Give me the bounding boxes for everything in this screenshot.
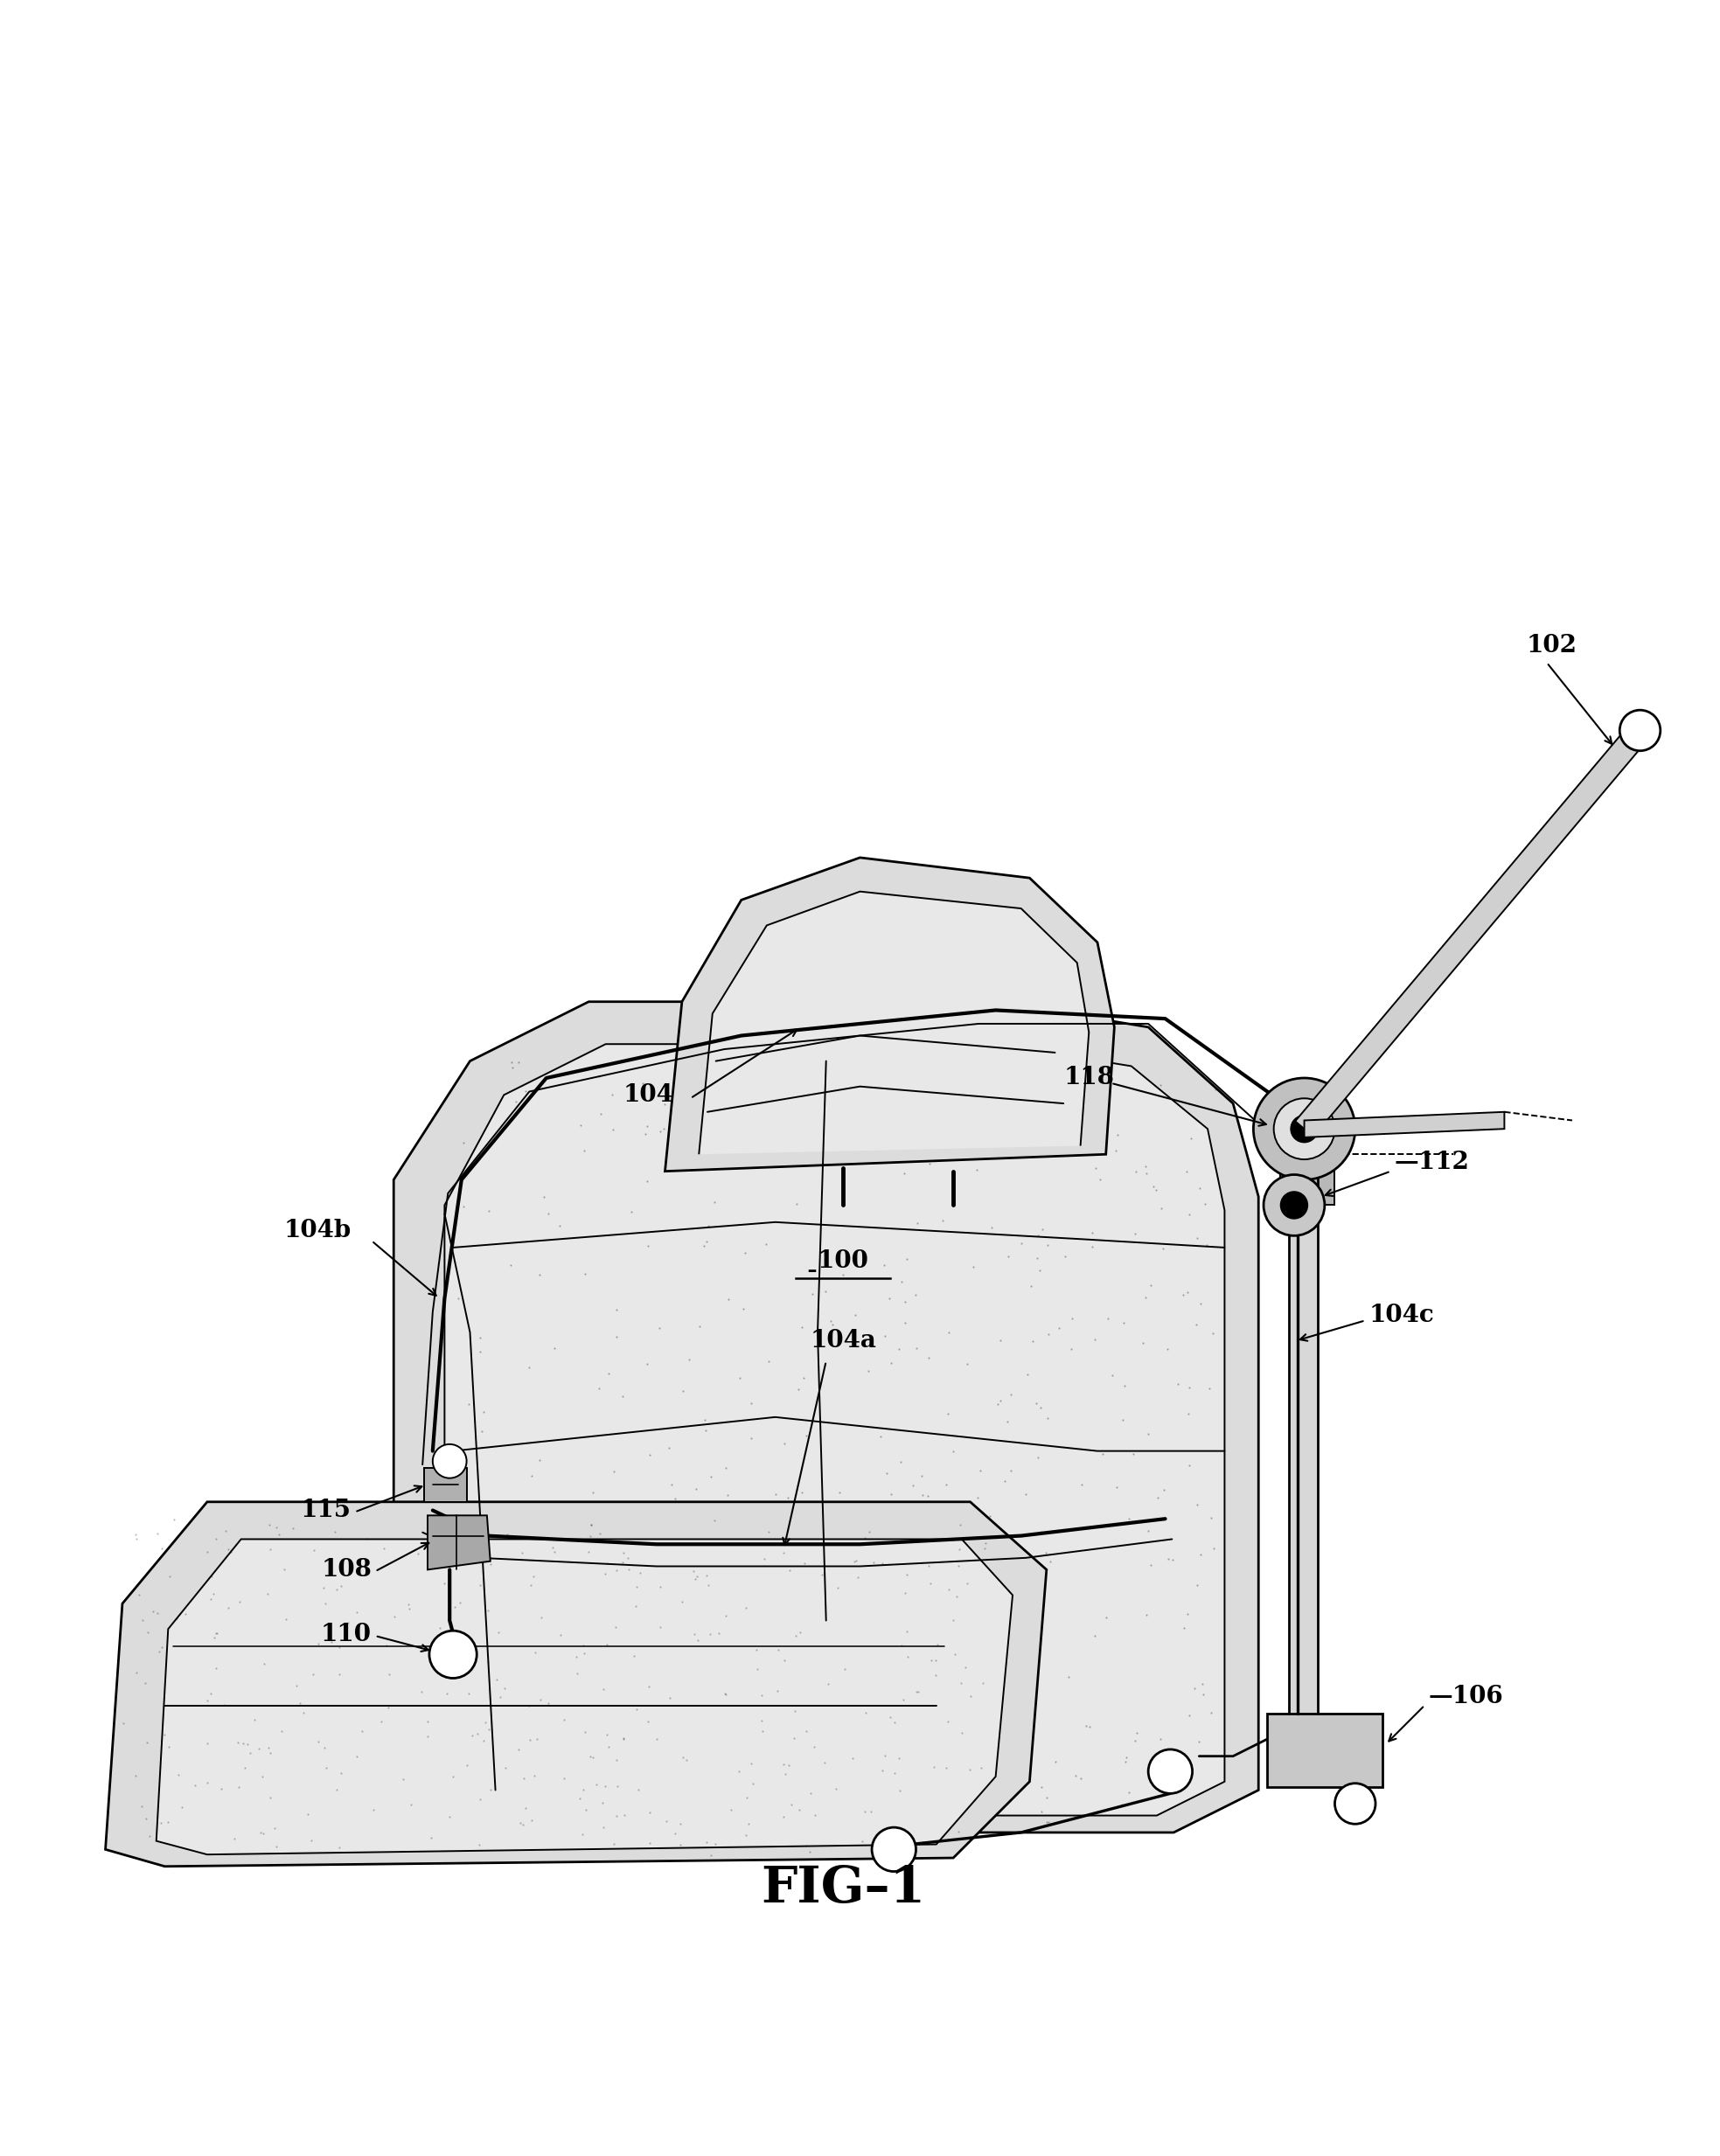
Circle shape xyxy=(1275,1097,1335,1160)
Polygon shape xyxy=(394,1003,1259,1833)
Text: 110: 110 xyxy=(322,1621,372,1645)
Circle shape xyxy=(1335,1783,1376,1824)
Text: 104b: 104b xyxy=(284,1218,351,1242)
Text: 104c: 104c xyxy=(1369,1304,1434,1328)
Circle shape xyxy=(1254,1078,1355,1179)
Polygon shape xyxy=(1295,722,1649,1136)
Polygon shape xyxy=(444,1044,1225,1815)
Polygon shape xyxy=(157,1539,1013,1854)
Circle shape xyxy=(430,1630,476,1677)
Circle shape xyxy=(433,1445,466,1479)
Polygon shape xyxy=(1280,1121,1335,1205)
Polygon shape xyxy=(666,858,1115,1171)
Circle shape xyxy=(1149,1749,1192,1794)
Circle shape xyxy=(1290,1115,1318,1143)
Polygon shape xyxy=(1304,1112,1505,1138)
Circle shape xyxy=(872,1828,917,1871)
Text: 108: 108 xyxy=(322,1559,372,1583)
Circle shape xyxy=(1620,709,1660,750)
Polygon shape xyxy=(428,1516,490,1570)
Text: FIG–1: FIG–1 xyxy=(760,1865,925,1912)
Polygon shape xyxy=(105,1503,1046,1867)
Text: 102: 102 xyxy=(1526,634,1577,658)
Text: ̱100: ̱100 xyxy=(817,1248,869,1272)
Text: —106: —106 xyxy=(1428,1686,1503,1710)
Polygon shape xyxy=(1288,1130,1318,1714)
Text: 104a: 104a xyxy=(810,1328,875,1352)
Text: 118: 118 xyxy=(1063,1067,1115,1089)
Circle shape xyxy=(1280,1192,1307,1218)
Text: 115: 115 xyxy=(301,1498,351,1522)
Circle shape xyxy=(1264,1175,1324,1235)
Text: —112: —112 xyxy=(1395,1151,1469,1175)
Polygon shape xyxy=(1268,1714,1383,1787)
Text: 104: 104 xyxy=(623,1082,674,1106)
Polygon shape xyxy=(425,1468,466,1503)
Polygon shape xyxy=(698,890,1089,1153)
